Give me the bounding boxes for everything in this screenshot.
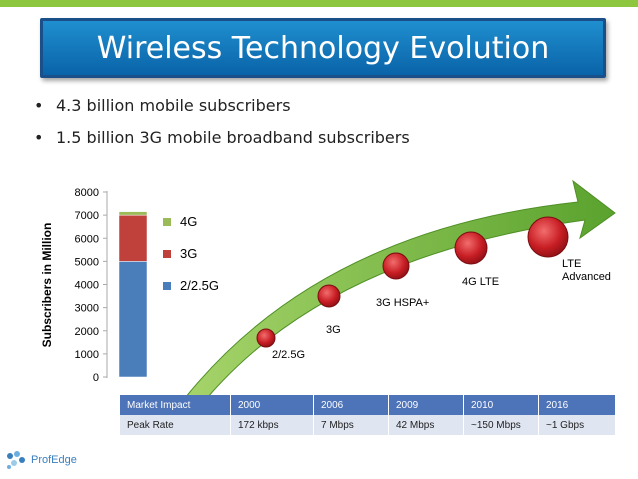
bar-segment-3g <box>118 214 148 262</box>
y-axis-label: Subscribers in Million <box>40 222 54 348</box>
y-tick-label: 2000 <box>75 326 99 338</box>
stage-label: 4G LTE <box>462 276 499 288</box>
stage-label: LTE Advanced <box>562 258 611 283</box>
y-tick-label: 7000 <box>75 210 99 222</box>
table-cell: ~150 Mbps <box>463 415 539 435</box>
stage-label: 2/2.5G <box>272 349 305 361</box>
y-tick-label: 4000 <box>75 280 99 292</box>
bullet-list: • 4.3 billion mobile subscribers • 1.5 bil… <box>34 96 410 160</box>
subscriber-chart: 0 1000 2000 3000 4000 5000 6000 7000 8000 <box>75 187 148 384</box>
dots-logo-icon <box>7 451 25 469</box>
table-header-cell: Market Impact <box>120 395 231 415</box>
bullet-item: • 4.3 billion mobile subscribers <box>34 96 291 115</box>
stage-bubble <box>527 216 569 258</box>
table-header-cell: 2006 <box>313 395 389 415</box>
bullet-dot-icon: • <box>34 96 44 115</box>
y-tick-label: 5000 <box>75 256 99 268</box>
stage-bubble <box>256 328 276 348</box>
legend-label: 4G <box>180 214 198 229</box>
legend-swatch <box>163 217 171 226</box>
bar-segment-225g <box>118 261 148 378</box>
bullet-dot-icon: • <box>34 128 44 147</box>
stage-bubbles: 2/2.5G 3G 3G HSPA+ 4G LTE LTE Advanced <box>256 216 611 361</box>
stage-bubble <box>454 231 488 265</box>
y-tick-label: 1000 <box>75 349 99 361</box>
legend-item: 3G <box>163 246 197 261</box>
title-banner: Wireless Technology Evolution <box>40 18 606 78</box>
legend-swatch <box>163 249 171 258</box>
bar-segment-4g <box>118 211 148 216</box>
stacked-bar <box>118 211 148 378</box>
bullet-item: • 1.5 billion 3G mobile broadband subscri… <box>34 128 410 147</box>
company-logo: ProfEdge <box>4 448 77 472</box>
stage-bubble <box>382 252 410 280</box>
stage-label: 3G <box>326 324 341 336</box>
y-tick-label: 6000 <box>75 233 99 245</box>
table-row: Peak Rate 172 kbps 7 Mbps 42 Mbps ~150 M… <box>120 415 616 435</box>
table-cell: 7 Mbps <box>313 415 389 435</box>
top-accent-bar <box>0 0 638 7</box>
market-impact-table: Market Impact 2000 2006 2009 2010 2016 P… <box>120 395 616 435</box>
page-title: Wireless Technology Evolution <box>96 30 550 66</box>
table-header-cell: 2010 <box>463 395 539 415</box>
table-cell: ~1 Gbps <box>538 415 616 435</box>
y-tick-label: 0 <box>93 372 99 384</box>
table-cell: 42 Mbps <box>388 415 464 435</box>
legend-item: 4G <box>163 214 197 229</box>
stage-bubble <box>317 284 341 308</box>
table-header-cell: 2000 <box>230 395 314 415</box>
table-cell: Peak Rate <box>120 415 231 435</box>
logo-name: ProfEdge <box>31 454 77 466</box>
y-tick-label: 8000 <box>75 187 99 199</box>
legend-label: 2/2.5G <box>180 278 220 293</box>
table-header-cell: 2009 <box>388 395 464 415</box>
table-header-row: Market Impact 2000 2006 2009 2010 2016 <box>120 395 616 415</box>
legend-swatch <box>163 281 171 290</box>
legend-item: 2/2.5G <box>163 278 219 293</box>
evolution-arrow <box>183 179 616 399</box>
table-header-cell: 2016 <box>538 395 616 415</box>
table-cell: 172 kbps <box>230 415 314 435</box>
y-axis-ticks: 0 1000 2000 3000 4000 5000 6000 7000 8000 <box>75 187 107 384</box>
stage-label: 3G HSPA+ <box>376 297 429 309</box>
y-tick-label: 3000 <box>75 303 99 315</box>
legend-label: 3G <box>180 246 198 261</box>
